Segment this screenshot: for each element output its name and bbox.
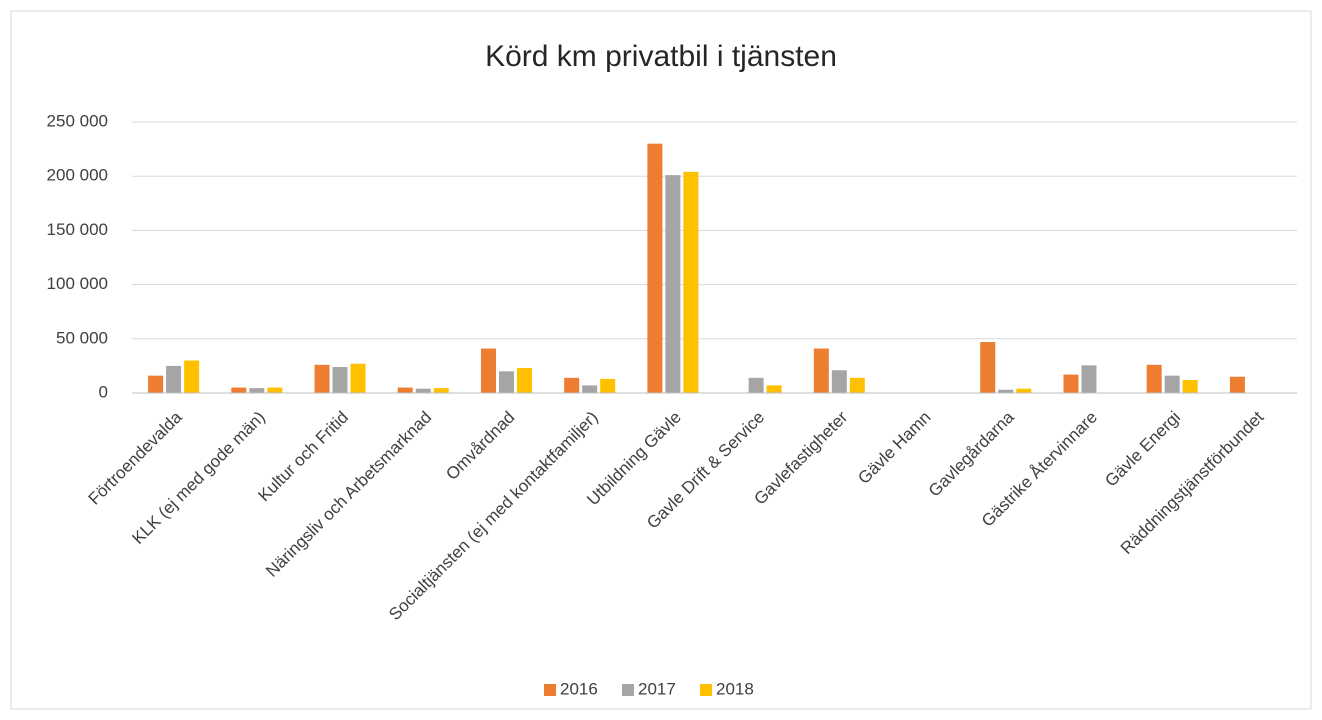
bar	[1164, 375, 1180, 393]
bar	[748, 377, 764, 393]
bar	[314, 364, 330, 393]
legend-label: 2017	[638, 679, 676, 698]
y-tick-label: 100 000	[47, 274, 108, 293]
bar	[332, 366, 348, 393]
bar	[849, 377, 865, 393]
bar	[1229, 376, 1245, 393]
bar	[480, 348, 496, 393]
bar	[249, 388, 265, 393]
bar	[433, 388, 449, 393]
bar	[998, 389, 1014, 393]
bar	[267, 387, 283, 393]
bar	[1081, 365, 1097, 393]
bar	[582, 385, 598, 393]
y-tick-label: 250 000	[47, 111, 108, 130]
legend-label: 2016	[560, 679, 598, 698]
chart-title: Körd km privatbil i tjänsten	[485, 40, 837, 73]
bar	[564, 377, 580, 393]
bar	[184, 360, 200, 393]
legend-label: 2018	[716, 679, 754, 698]
bar	[1146, 364, 1162, 393]
bar	[766, 385, 782, 393]
bar	[683, 171, 699, 393]
y-tick-label: 0	[99, 382, 108, 401]
bar	[1182, 379, 1198, 393]
bar	[148, 375, 164, 393]
y-tick-label: 200 000	[47, 166, 108, 185]
bar	[813, 348, 829, 393]
bar	[397, 387, 413, 393]
bar	[231, 387, 247, 393]
bar	[166, 365, 182, 393]
y-tick-label: 50 000	[56, 328, 108, 347]
bar	[1016, 388, 1032, 393]
bar	[1063, 374, 1079, 393]
bar	[600, 378, 616, 393]
legend-swatch	[544, 684, 556, 696]
bar	[831, 370, 847, 393]
y-tick-label: 150 000	[47, 220, 108, 239]
legend-swatch	[700, 684, 712, 696]
bar	[350, 363, 366, 393]
bar	[415, 388, 431, 393]
bar	[980, 342, 996, 393]
bar	[647, 143, 663, 393]
bar	[498, 371, 514, 393]
legend-swatch	[622, 684, 634, 696]
bar	[516, 368, 532, 393]
bar	[665, 175, 681, 393]
